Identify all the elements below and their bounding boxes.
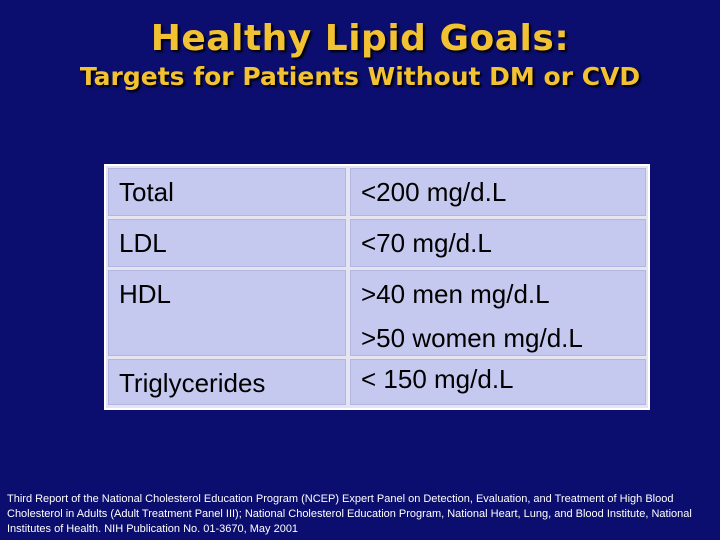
table-cell-label-ldl: LDL xyxy=(108,219,346,267)
lipid-goals-table: Total <200 mg/d.L LDL <70 mg/d.L HDL >40… xyxy=(104,164,650,410)
row-label: Triglycerides xyxy=(119,368,266,398)
row-value: < 150 mg/d.L xyxy=(361,364,514,394)
table-cell-label-total: Total xyxy=(108,168,346,216)
table-cell-value-total: <200 mg/d.L xyxy=(350,168,646,216)
row-value: <200 mg/d.L xyxy=(361,177,507,207)
table-cell-value-ldl: <70 mg/d.L xyxy=(350,219,646,267)
table-cell-value-triglycerides: < 150 mg/d.L xyxy=(350,359,646,405)
row-label: Total xyxy=(119,177,174,207)
table-cell-label-triglycerides: Triglycerides xyxy=(108,359,346,405)
source-footnote: Third Report of the National Cholesterol… xyxy=(7,493,692,535)
row-value: <70 mg/d.L xyxy=(361,228,492,258)
slide-title: Healthy Lipid Goals: xyxy=(150,18,570,59)
row-value-secondary: >50 women mg/d.L xyxy=(361,323,583,353)
table-cell-label-hdl: HDL xyxy=(108,270,346,356)
row-value: >40 men mg/d.L xyxy=(361,279,550,309)
row-label: LDL xyxy=(119,228,167,258)
row-label: HDL xyxy=(119,279,172,309)
slide-subtitle: Targets for Patients Without DM or CVD xyxy=(79,62,641,91)
table-cell-value-hdl: >40 men mg/d.L >50 women mg/d.L xyxy=(350,270,646,356)
